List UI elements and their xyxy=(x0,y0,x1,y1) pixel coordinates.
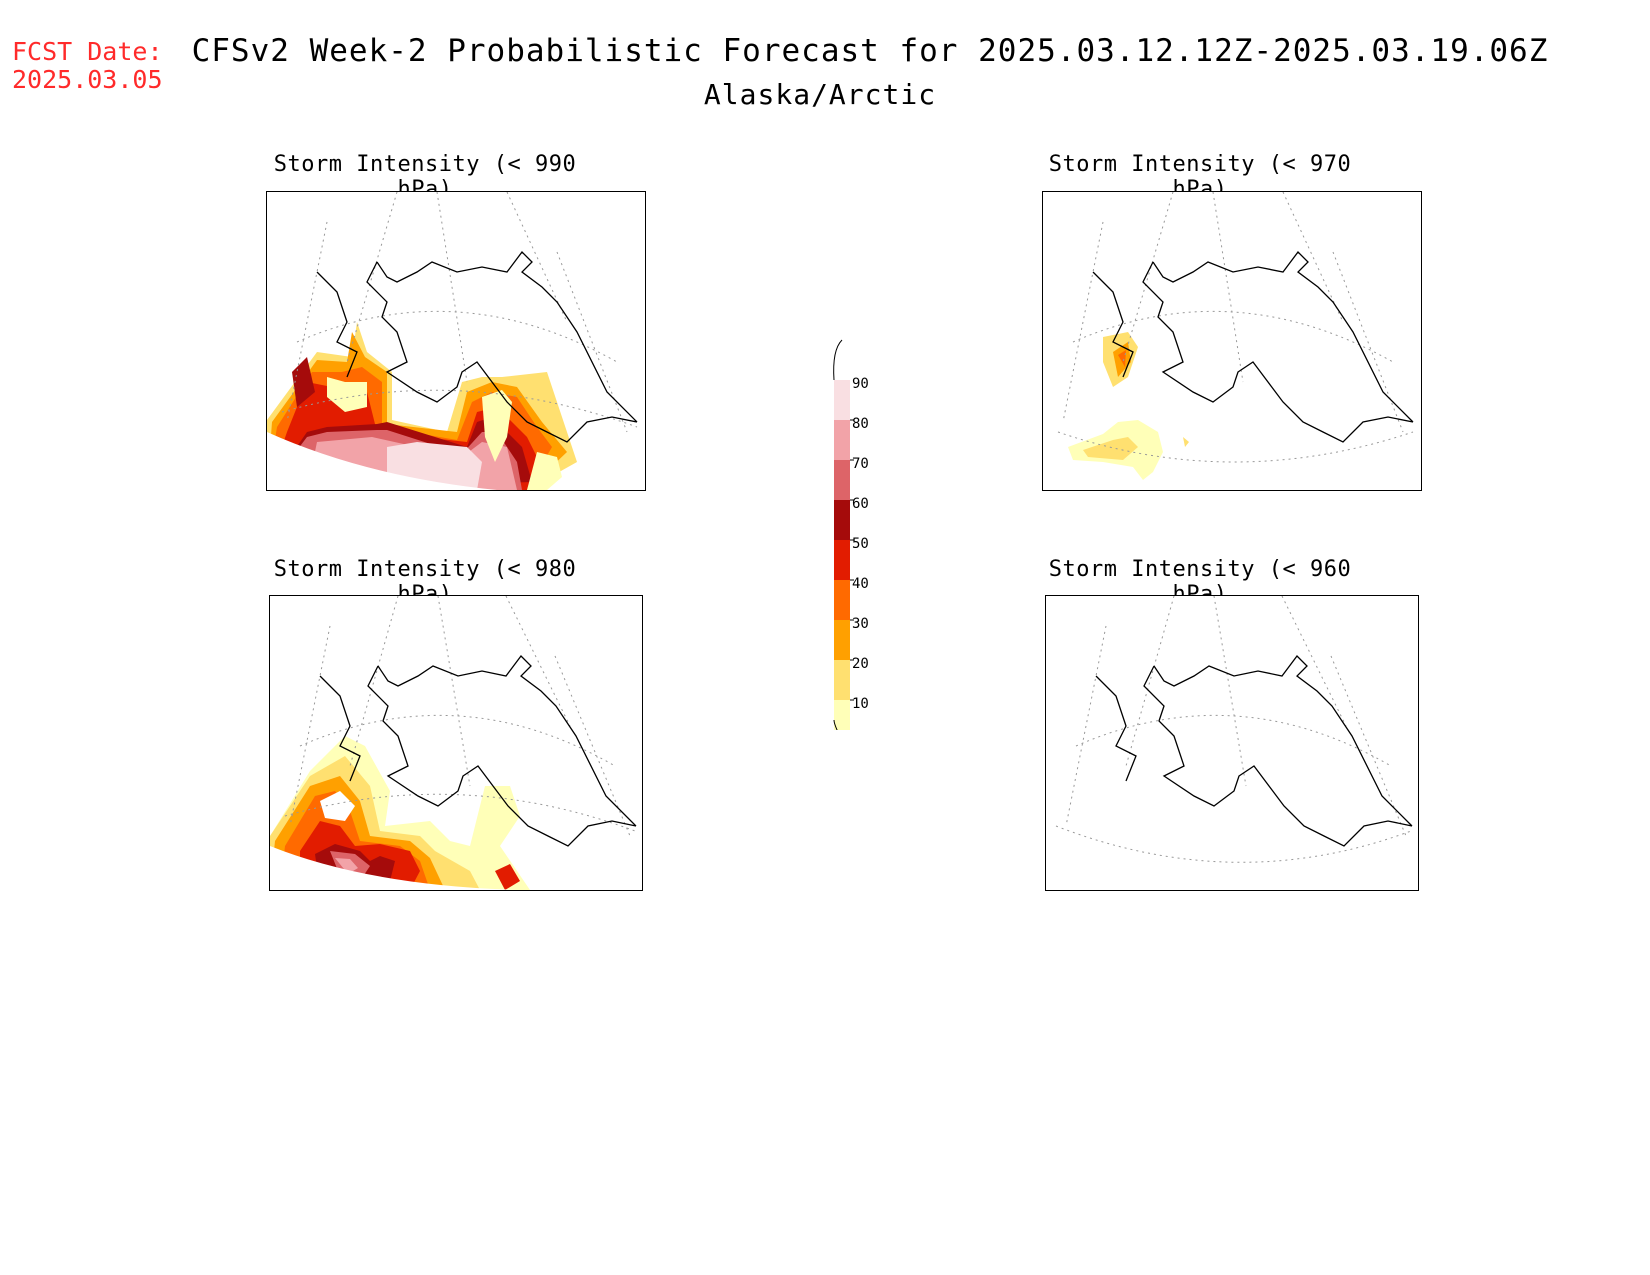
colorbar xyxy=(770,330,890,741)
colorbar-swatch-40 xyxy=(834,580,850,620)
forecast-date-value: 2025.03.05 xyxy=(12,65,163,94)
map-panel-970 xyxy=(1042,191,1422,491)
forecast-date-block: FCST Date: 2025.03.05 xyxy=(12,38,163,94)
colorbar-label-10: 10 xyxy=(852,696,869,712)
forecast-date-label: FCST Date: xyxy=(12,37,163,66)
colorbar-swatch-50 xyxy=(834,540,850,580)
map-980-svg xyxy=(270,596,637,890)
colorbar-swatch-80 xyxy=(834,420,850,460)
colorbar-swatch-10 xyxy=(834,700,850,740)
colorbar-label-30: 30 xyxy=(852,616,869,632)
colorbar-swatch-60 xyxy=(834,500,850,540)
region-subtitle: Alaska/Arctic xyxy=(703,78,937,111)
coastline-960 xyxy=(1095,655,1413,847)
graticule-970 xyxy=(1057,192,1414,463)
colorbar-label-80: 80 xyxy=(852,416,869,432)
colorbar-label-20: 20 xyxy=(852,656,869,672)
page-title: CFSv2 Week-2 Probabilistic Forecast for … xyxy=(191,33,1549,69)
fill-970 xyxy=(1068,332,1189,480)
panel-title-990: Storm Intensity (< 990 hPa) xyxy=(273,152,577,202)
colorbar-label-40: 40 xyxy=(852,576,869,592)
colorbar-label-60: 60 xyxy=(852,496,869,512)
graticule-990 xyxy=(281,192,638,433)
colorbar-swatch-70 xyxy=(834,460,850,500)
colorbar-swatch-90 xyxy=(834,380,850,420)
coastline-970 xyxy=(1092,251,1414,443)
map-990-svg xyxy=(267,192,638,490)
coastline-980 xyxy=(319,655,637,847)
colorbar-label-50: 50 xyxy=(852,536,869,552)
coastline-990 xyxy=(316,251,638,443)
map-panel-980 xyxy=(269,595,643,891)
map-960-svg xyxy=(1055,596,1413,863)
map-970-svg xyxy=(1057,192,1414,480)
graticule-960 xyxy=(1055,596,1412,863)
colorbar-label-90: 90 xyxy=(852,376,869,392)
graticule-980 xyxy=(284,596,636,837)
map-panel-960 xyxy=(1045,595,1419,891)
colorbar-swatch-20 xyxy=(834,660,850,700)
colorbar-svg xyxy=(833,339,854,741)
colorbar-swatch-30 xyxy=(834,620,850,660)
colorbar-label-70: 70 xyxy=(852,456,869,472)
map-panel-990 xyxy=(266,191,646,491)
panel-title-970: Storm Intensity (< 970 hPa) xyxy=(1048,152,1352,202)
